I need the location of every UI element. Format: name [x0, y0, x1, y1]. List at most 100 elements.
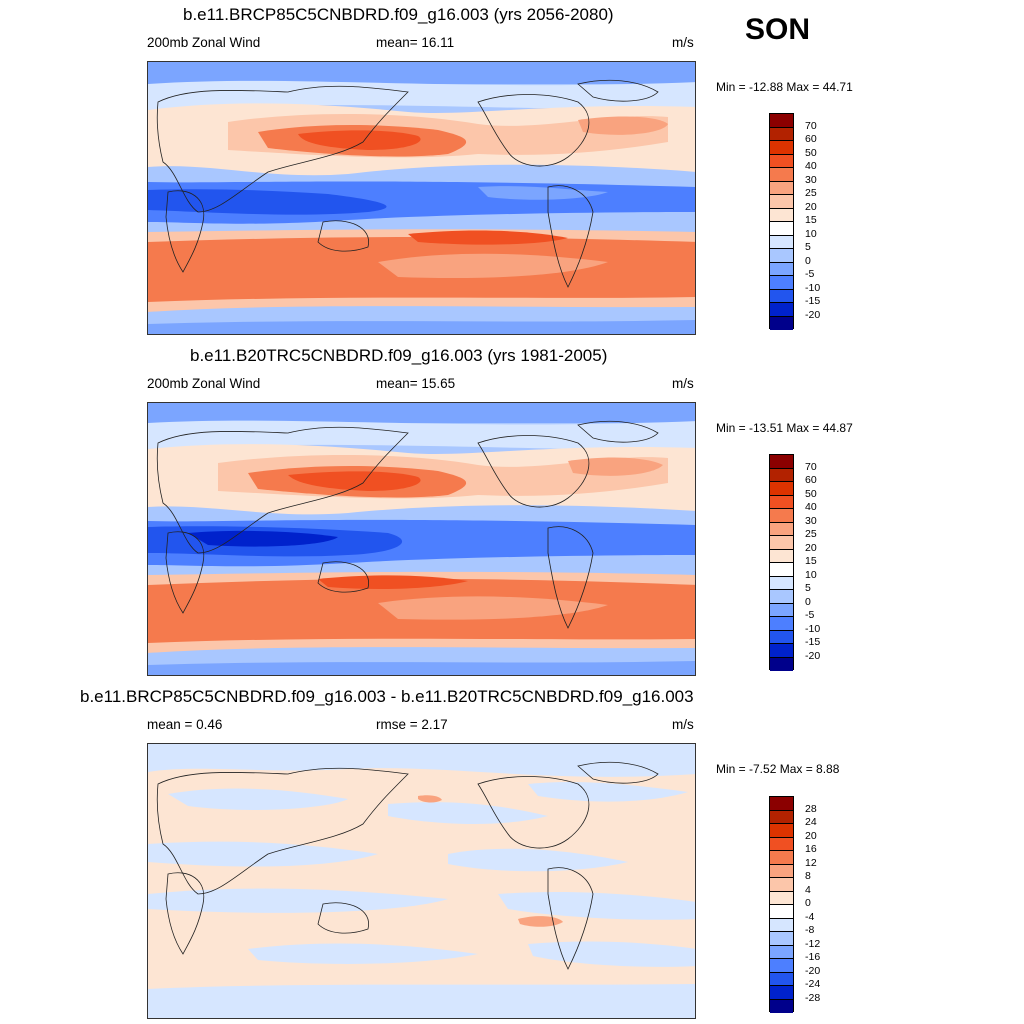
colorbar-swatch — [770, 262, 793, 276]
panel-2-variable-label: 200mb Zonal Wind — [147, 376, 261, 391]
colorbar-tick-label: 30 — [805, 514, 817, 527]
colorbar-tick-label: -5 — [805, 268, 815, 280]
colorbar-tick-label: 24 — [805, 816, 817, 828]
colorbar-tick-label: -28 — [805, 991, 821, 1004]
panel-3-map — [147, 743, 696, 1019]
colorbar-tick-label: 8 — [805, 870, 811, 882]
colorbar-swatch — [770, 878, 793, 892]
panel-2-contour-field — [148, 403, 695, 675]
colorbar-tick-label: 5 — [805, 582, 811, 594]
colorbar-swatch — [770, 235, 793, 249]
panel-2-mean-label: mean= 15.65 — [376, 376, 456, 391]
colorbar-swatch — [770, 127, 793, 141]
colorbar-swatch — [770, 932, 793, 946]
colorbar-tick-label: -15 — [805, 636, 821, 648]
colorbar-tick-label: 30 — [805, 173, 817, 186]
panel-3-mean-label: mean = 0.46 — [147, 717, 223, 732]
colorbar-tick-label: -12 — [805, 937, 821, 950]
colorbar-swatch — [770, 824, 793, 838]
colorbar-tick-label: 0 — [805, 595, 811, 608]
colorbar-tick-label: -24 — [805, 978, 821, 990]
colorbar-swatch — [770, 864, 793, 878]
season-label: SON — [745, 13, 811, 46]
panel-1-units-label: m/s — [672, 35, 694, 50]
colorbar-swatch — [770, 959, 793, 973]
colorbar-swatch — [770, 276, 793, 290]
colorbar-swatch — [770, 945, 793, 959]
colorbar-tick-label: 5 — [805, 241, 811, 253]
colorbar-swatch — [770, 222, 793, 236]
colorbar-tick-label: -5 — [805, 609, 815, 621]
colorbar-swatch — [770, 837, 793, 851]
colorbar-swatch — [770, 851, 793, 865]
colorbar-tick-label: 0 — [805, 897, 811, 909]
colorbar-swatch — [770, 154, 793, 168]
colorbar-swatch — [770, 644, 793, 658]
colorbar-tick-label: -4 — [805, 910, 815, 923]
colorbar-swatch — [770, 810, 793, 824]
colorbar-tick-label: 10 — [805, 227, 817, 240]
colorbar-swatch — [770, 576, 793, 590]
colorbar-tick-label: 12 — [805, 856, 817, 869]
colorbar-swatch — [770, 522, 793, 536]
colorbar-tick-label: -10 — [805, 622, 821, 635]
colorbar-tick-label: 70 — [805, 460, 817, 473]
panel-3-title: b.e11.BRCP85C5CNBDRD.f09_g16.003 - b.e11… — [80, 687, 694, 706]
colorbar-tick-label: -20 — [805, 649, 821, 662]
colorbar-tick-label: 15 — [805, 214, 817, 226]
colorbar-tick-label: 20 — [805, 200, 817, 213]
colorbar-swatch — [770, 289, 793, 303]
colorbar-tick-label: 50 — [805, 146, 817, 159]
panel-1-contour-field — [148, 62, 695, 334]
panel-2-map — [147, 402, 696, 676]
panel-1-mean-label: mean= 16.11 — [376, 35, 455, 50]
panel-1-title: b.e11.BRCP85C5CNBDRD.f09_g16.003 (yrs 20… — [183, 5, 614, 24]
panel-1-variable-label: 200mb Zonal Wind — [147, 35, 261, 50]
panel-2-colorbar — [769, 454, 794, 671]
colorbar-tick-label: -16 — [805, 951, 821, 963]
colorbar-swatch — [770, 549, 793, 563]
colorbar-swatch — [770, 536, 793, 550]
colorbar-swatch — [770, 141, 793, 155]
colorbar-swatch — [770, 303, 793, 317]
colorbar-swatch — [770, 986, 793, 1000]
colorbar-swatch — [770, 208, 793, 222]
colorbar-swatch — [770, 999, 793, 1013]
panel-3-contour-field — [148, 744, 695, 1018]
colorbar-tick-label: -20 — [805, 964, 821, 977]
colorbar-tick-label: 15 — [805, 555, 817, 567]
colorbar-swatch — [770, 590, 793, 604]
colorbar-tick-label: 28 — [805, 802, 817, 815]
panel-2-units-label: m/s — [672, 376, 694, 391]
colorbar-swatch — [770, 630, 793, 644]
colorbar-tick-label: 60 — [805, 474, 817, 486]
panel-1-map — [147, 61, 696, 335]
panel-3-minmax-label: Min = -7.52 Max = 8.88 — [716, 762, 840, 776]
colorbar-swatch — [770, 563, 793, 577]
colorbar-swatch — [770, 603, 793, 617]
colorbar-swatch — [770, 181, 793, 195]
colorbar-tick-label: 50 — [805, 487, 817, 500]
colorbar-tick-label: -8 — [805, 924, 815, 936]
colorbar-swatch — [770, 657, 793, 671]
colorbar-tick-label: 16 — [805, 843, 817, 855]
panel-3-rmse-label: rmse = 2.17 — [376, 717, 448, 732]
colorbar-swatch — [770, 195, 793, 209]
colorbar-swatch — [770, 168, 793, 182]
colorbar-swatch — [770, 891, 793, 905]
colorbar-tick-label: -20 — [805, 308, 821, 321]
colorbar-swatch — [770, 918, 793, 932]
colorbar-tick-label: 25 — [805, 528, 817, 540]
colorbar-swatch — [770, 114, 793, 128]
colorbar-tick-label: 40 — [805, 501, 817, 513]
colorbar-swatch — [770, 316, 793, 330]
colorbar-swatch — [770, 905, 793, 919]
panel-3-colorbar — [769, 796, 794, 1013]
colorbar-swatch — [770, 972, 793, 986]
panel-1-minmax-label: Min = -12.88 Max = 44.71 — [716, 80, 853, 94]
colorbar-tick-label: 4 — [805, 883, 811, 896]
colorbar-tick-label: 60 — [805, 133, 817, 145]
colorbar-swatch — [770, 509, 793, 523]
colorbar-tick-label: 25 — [805, 187, 817, 199]
colorbar-tick-label: -10 — [805, 281, 821, 294]
